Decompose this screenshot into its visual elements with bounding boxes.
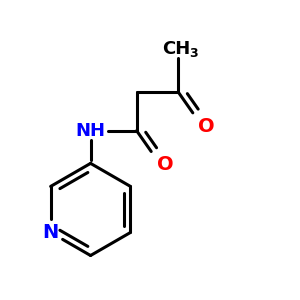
Text: CH: CH [163,40,191,58]
Text: 3: 3 [189,47,198,60]
Text: O: O [198,117,215,136]
Text: O: O [157,155,173,174]
Text: N: N [43,223,59,242]
Text: NH: NH [76,122,106,140]
